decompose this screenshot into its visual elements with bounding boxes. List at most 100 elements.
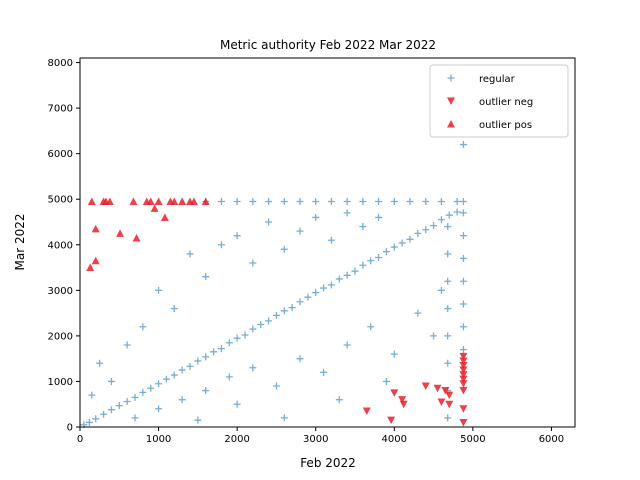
regular-point [155,286,163,294]
outlier-pos-point [91,256,100,265]
x-tick-label: 6000 [539,434,564,445]
outlier-pos-point [105,197,114,205]
y-tick-label: 2000 [48,331,73,342]
y-axis-label: Mar 2022 [13,214,27,271]
regular-point [170,305,178,313]
regular-point [343,271,351,279]
regular-point [414,309,422,317]
regular-point [382,248,390,256]
legend-marker-outlier-neg [447,97,455,105]
regular-point [202,387,210,395]
regular-point [444,414,452,422]
outlier-neg-point [399,400,408,409]
legend: regular outlier neg outlier pos [429,64,569,138]
regular-point [170,371,178,379]
regular-point [123,341,131,349]
outlier-pos-point [201,197,210,205]
regular-point [225,339,233,347]
x-tick-label: 4000 [382,434,407,445]
outlier-neg-point [445,400,454,409]
regular-point [139,388,147,396]
outlier-neg-point [421,382,430,390]
regular-point [249,325,257,333]
regular-point [202,353,210,361]
regular-point [343,198,351,205]
y-ticks: 0 1000 2000 3000 4000 5000 6000 7000 8000 [48,58,80,434]
regular-point [178,396,186,404]
regular-point [444,305,452,313]
regular-point [217,198,225,205]
outlier-neg-point [459,371,468,379]
regular-point [265,218,273,226]
regular-point [312,213,320,221]
regular-point [280,307,288,315]
regular-point [375,213,383,221]
regular-point [406,235,414,243]
regular-point [296,198,304,205]
regular-point [320,368,328,376]
outlier-pos-point [189,197,198,205]
regular-point [233,334,241,342]
regular-point [459,141,467,149]
regular-point [202,273,210,281]
regular-point [312,198,320,205]
outlier-neg-point [459,362,468,370]
regular-point [249,198,257,205]
y-tick-label: 4000 [48,240,73,251]
x-tick-label: 0 [77,434,83,445]
regular-point [265,317,273,325]
outlier-neg-point [459,375,468,384]
x-tick-label: 2000 [224,434,249,445]
regular-point [115,402,123,410]
regular-point [233,400,241,408]
regular-point [304,293,312,301]
regular-point [272,311,280,319]
regular-point [359,223,367,231]
regular-point [327,198,335,205]
regular-point [367,323,375,331]
regular-point [335,396,343,404]
outlier-neg-point [433,384,442,393]
regular-point [155,380,163,388]
outlier-pos-point [132,233,141,242]
regular-point [88,391,96,399]
regular-point [437,198,445,205]
legend-label-outlier-neg: outlier neg [479,97,533,108]
regular-point [444,277,452,285]
outlier-neg-point [459,352,468,361]
regular-point [444,359,452,367]
x-ticks: 0 1000 2000 3000 4000 5000 6000 [77,427,564,445]
outlier-pos-point [146,197,155,205]
regular-point [280,414,288,422]
regular-point [335,275,343,283]
plot-frame [79,57,576,428]
y-tick-label: 5000 [48,195,73,206]
regular-point [459,232,467,240]
outlier-pos-point [150,204,159,212]
regular-point [453,208,461,216]
x-tick-label: 5000 [460,434,485,445]
outlier-pos-point [116,229,125,237]
regular-point [272,382,280,390]
regular-point [194,416,202,424]
regular-point [343,209,351,217]
outlier-pos-point [170,197,179,205]
y-tick-label: 7000 [48,104,73,115]
regular-point [107,377,115,385]
y-tick-label: 8000 [48,58,73,69]
regular-point [92,415,100,423]
regular-point [359,261,367,269]
regular-point [147,384,155,392]
regular-point [131,414,139,422]
regular-point [296,298,304,306]
y-tick-label: 1000 [48,377,73,388]
outlier-neg-point [459,380,468,388]
outlier-neg-point [398,396,407,404]
regular-point [422,226,430,234]
regular-point [217,241,225,249]
regular-point [444,223,452,231]
outlier-neg-point [459,357,468,365]
legend-label-regular: regular [479,74,516,85]
regular-point [390,243,398,251]
regular-point [390,350,398,358]
